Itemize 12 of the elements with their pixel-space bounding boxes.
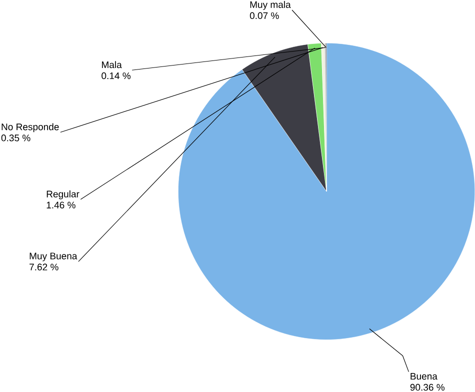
data-label: 0.35 % xyxy=(1,134,30,142)
slice-label: Buena xyxy=(410,373,438,380)
data-label: 0.07 % xyxy=(250,12,279,20)
slice-label: Muy mala xyxy=(250,1,291,10)
data-label: 0.14 % xyxy=(102,72,131,80)
slice-label: Mala xyxy=(102,61,122,68)
slice-label: No Responde xyxy=(2,123,59,132)
slice-label: Muy Buena xyxy=(30,252,78,262)
data-label: 7.62 % xyxy=(30,264,58,271)
data-label: 90.36 % xyxy=(410,384,445,391)
slice-label: Regular xyxy=(46,190,80,200)
data-label: 1.46 % xyxy=(46,202,76,209)
